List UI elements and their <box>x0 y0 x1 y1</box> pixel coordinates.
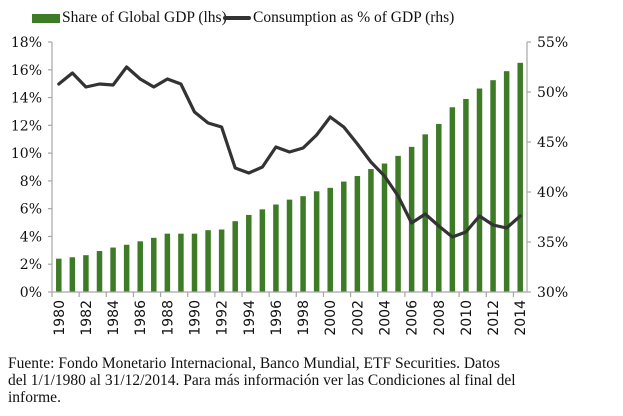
x-axis-tick-label: 2006 <box>405 300 421 336</box>
x-axis-tick-label: 2002 <box>350 300 366 336</box>
bar-1995 <box>259 209 266 292</box>
legend-item-share-global-gdp: Share of Global GDP (lhs) <box>32 9 227 27</box>
source-line-2: del 1/1/1980 al 31/12/2014. Para más inf… <box>8 372 516 389</box>
bar-1998 <box>300 196 306 292</box>
bar-1980 <box>56 258 62 292</box>
bar-2000 <box>327 187 333 292</box>
legend: Share of Global GDP (lhs) Consumption as… <box>0 0 623 34</box>
left-axis-tick-label: 16% <box>11 63 42 79</box>
right-axis-tick-label: 45% <box>537 135 568 151</box>
bar-1990 <box>191 233 198 292</box>
bar-1991 <box>205 230 211 292</box>
x-axis-tick-label: 2012 <box>486 300 502 336</box>
bar-1994 <box>246 214 252 292</box>
bar-2014 <box>517 62 523 293</box>
left-axis-tick-label: 14% <box>11 91 42 107</box>
left-axis-tick-label: 6% <box>20 202 42 218</box>
right-axis-tick-label: 30% <box>537 285 568 301</box>
source-note: Fuente: Fondo Monetario Internacional, B… <box>8 355 618 406</box>
bar-1981 <box>69 257 76 292</box>
right-axis-tick-label: 40% <box>537 185 568 201</box>
x-axis-tick-label: 1988 <box>160 300 176 336</box>
right-axis-tick-label: 50% <box>537 85 568 101</box>
bar-1984 <box>110 247 116 292</box>
bar-1982 <box>83 255 89 292</box>
x-axis-tick-label: 2000 <box>323 300 339 336</box>
right-axis: 30% 35% 40% 45% 50% 55% <box>526 35 568 301</box>
bar-2006 <box>408 146 415 292</box>
bar-1985 <box>123 244 130 292</box>
consumption-line <box>57 65 522 239</box>
x-axis-tick-label: 1992 <box>215 300 231 336</box>
left-axis-tick-label: 0% <box>20 285 42 301</box>
bar-2013 <box>503 71 510 293</box>
legend-bar-label: Share of Global GDP (lhs) <box>62 9 227 26</box>
right-axis-tick-label: 55% <box>537 35 568 51</box>
x-axis-tick-label: 1982 <box>79 300 95 336</box>
bar-2003 <box>368 169 374 292</box>
bar-1993 <box>232 221 238 292</box>
bar-1989 <box>178 233 184 292</box>
x-axis-tick-label: 1980 <box>52 300 68 336</box>
left-axis-tick-label: 8% <box>20 174 42 190</box>
x-axis-tick-label: 2004 <box>378 300 394 336</box>
left-axis-tick-label: 10% <box>11 146 42 162</box>
left-axis-tick-label: 4% <box>20 229 42 245</box>
x-axis-tick-label: 1990 <box>188 300 204 336</box>
bar-1988 <box>164 233 171 292</box>
legend-item-consumption: Consumption as % of GDP (rhs) <box>223 9 454 27</box>
x-axis-tick-label: 2010 <box>459 300 475 336</box>
x-axis-tick-label: 1986 <box>133 300 149 336</box>
bar-2010 <box>463 98 469 292</box>
bar-1986 <box>137 241 143 292</box>
bar-series-share-global-gdp <box>56 62 523 293</box>
left-axis: 0% 2% 4% 6% 8% 10% 12% 14% 16% 18% <box>11 35 53 301</box>
x-axis-tick-label: 1994 <box>242 300 258 336</box>
x-axis-tick-label: 2014 <box>513 300 529 336</box>
chart-plot: 0% 2% 4% 6% 8% 10% 12% 14% 16% 18% 30% 35% 40% 45% 50… <box>11 35 568 336</box>
bar-2012 <box>490 80 496 292</box>
source-line-3: informe. <box>8 389 61 406</box>
bar-1992 <box>218 229 225 292</box>
left-axis-tick-label: 2% <box>20 257 42 273</box>
bar-1999 <box>313 191 320 292</box>
bar-2004 <box>381 163 388 292</box>
bar-2001 <box>341 181 347 292</box>
bar-1987 <box>151 237 157 292</box>
left-axis-tick-label: 12% <box>11 118 42 134</box>
bar-2011 <box>476 88 483 293</box>
bar-2008 <box>436 123 442 292</box>
legend-line-swatch <box>223 16 251 20</box>
bar-2002 <box>354 176 361 292</box>
bar-2005 <box>395 155 401 292</box>
legend-line-label: Consumption as % of GDP (rhs) <box>253 9 455 26</box>
bar-1996 <box>273 204 279 292</box>
source-line-1: Fuente: Fondo Monetario Internacional, B… <box>8 355 501 372</box>
legend-bar-swatch <box>32 13 60 23</box>
x-axis-tick-label: 1998 <box>296 300 312 336</box>
bar-1983 <box>96 251 103 292</box>
left-axis-tick-label: 18% <box>11 35 42 51</box>
x-axis-tick-label: 2008 <box>432 300 448 336</box>
bar-1997 <box>286 199 293 292</box>
x-axis-tick-label: 1996 <box>269 300 285 336</box>
x-axis-tick-label: 1984 <box>106 300 122 336</box>
line-series-consumption <box>57 65 522 239</box>
right-axis-tick-label: 35% <box>537 235 568 251</box>
bar-2009 <box>449 107 456 293</box>
x-axis: 1980 1982 1984 1986 1988 1990 1992 1994 1996 1998… <box>51 291 529 336</box>
